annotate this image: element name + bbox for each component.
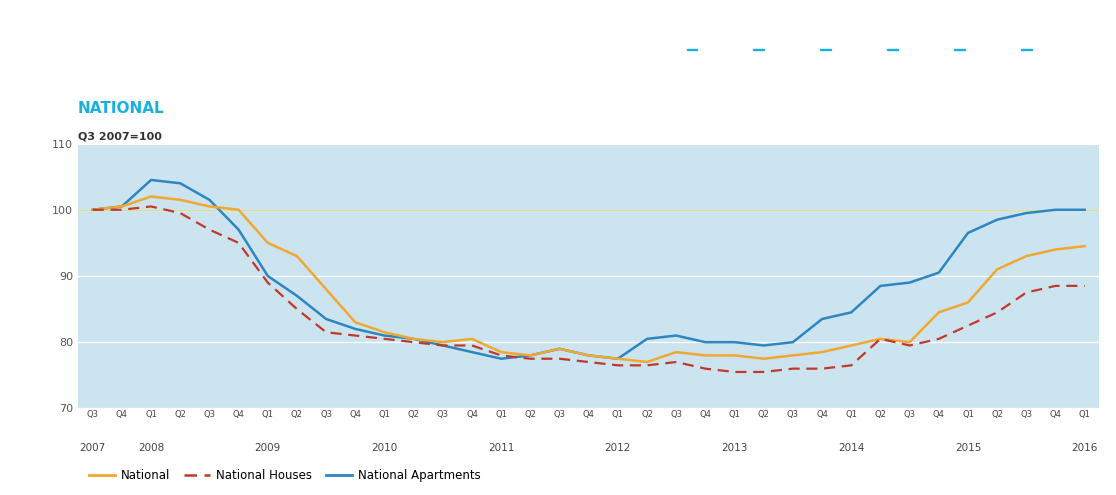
FancyBboxPatch shape (887, 49, 898, 50)
FancyBboxPatch shape (801, 47, 850, 50)
FancyBboxPatch shape (820, 49, 831, 50)
Text: Q3 2007=100: Q3 2007=100 (78, 131, 162, 141)
FancyBboxPatch shape (1021, 49, 1032, 50)
Polygon shape (727, 45, 791, 48)
FancyBboxPatch shape (954, 49, 965, 50)
Text: The RTB Rent Index: The RTB Rent Index (33, 34, 305, 62)
Polygon shape (793, 45, 858, 48)
Polygon shape (660, 45, 724, 48)
Polygon shape (927, 45, 992, 48)
Text: NATIONAL: NATIONAL (78, 101, 165, 116)
Legend: National, National Houses, National Apartments: National, National Houses, National Apar… (84, 464, 485, 487)
FancyBboxPatch shape (734, 47, 783, 50)
Polygon shape (994, 45, 1059, 48)
FancyBboxPatch shape (1002, 47, 1051, 50)
FancyBboxPatch shape (667, 47, 716, 50)
FancyBboxPatch shape (686, 49, 698, 50)
FancyBboxPatch shape (868, 47, 917, 50)
Polygon shape (860, 45, 925, 48)
FancyBboxPatch shape (935, 47, 984, 50)
FancyBboxPatch shape (753, 49, 764, 50)
